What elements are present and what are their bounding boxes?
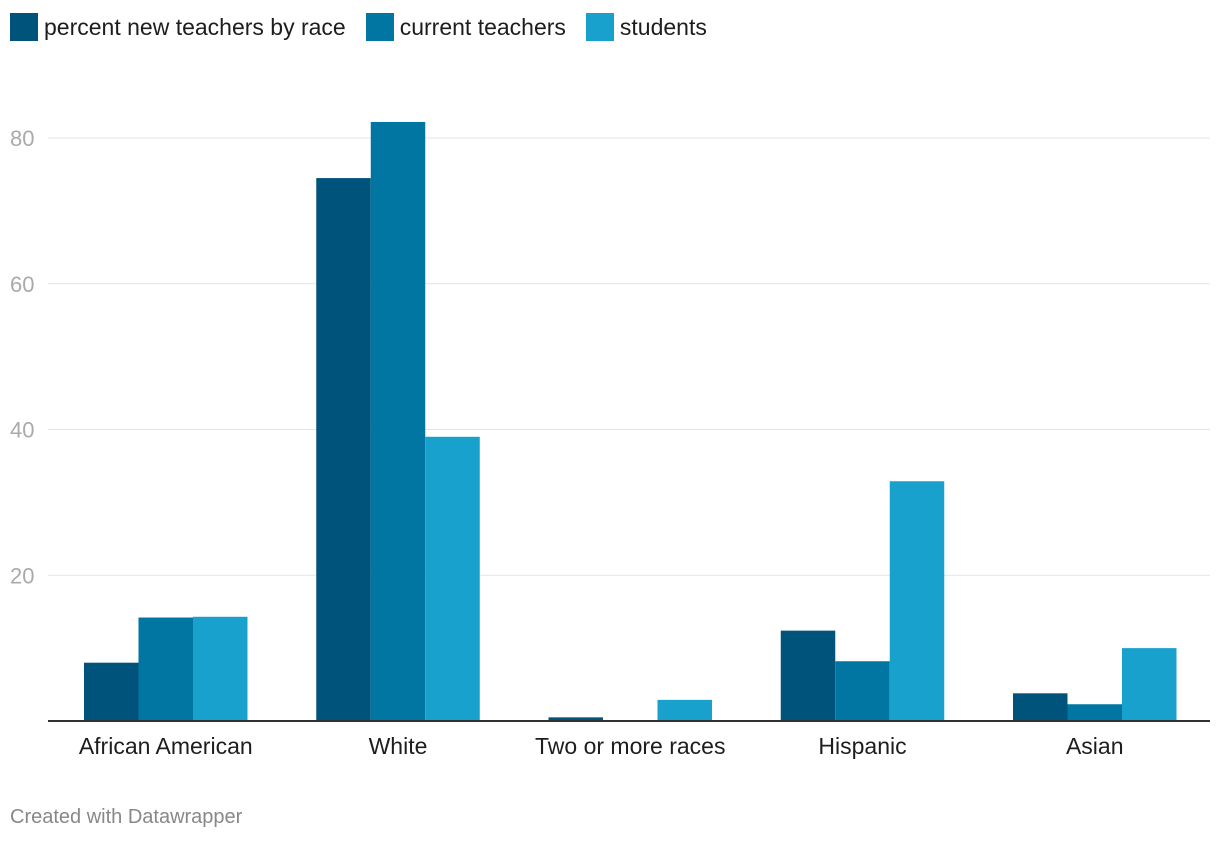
bar-3-1 [835, 661, 890, 721]
y-tick-label-40: 40 [10, 418, 34, 443]
bar-4-1 [1067, 704, 1122, 721]
y-tick-label-60: 60 [10, 272, 34, 297]
bar-2-0 [548, 717, 603, 721]
x-tick-label-2: Two or more races [535, 733, 725, 759]
grid-layer [48, 137, 1210, 576]
legend-swatch-new-teachers [10, 13, 38, 41]
axis-layer: 20 40 60 80 African American White Two or more… [10, 126, 1210, 759]
legend: percent new teachers by race current tea… [10, 11, 727, 43]
bar-0-1 [138, 617, 193, 721]
x-tick-label-0: African American [79, 733, 253, 759]
bar-1-2 [425, 436, 480, 721]
bar-0-0 [84, 662, 139, 721]
legend-label-students: students [619, 13, 707, 40]
legend-label-current-teachers: current teachers [399, 13, 566, 40]
bar-1-1 [370, 121, 426, 721]
bar-3-2 [889, 481, 945, 721]
x-tick-label-3: Hispanic [818, 733, 906, 759]
legend-swatch-current-teachers [365, 13, 394, 41]
bar-4-0 [1013, 693, 1068, 721]
x-tick-label-1: White [369, 733, 428, 759]
bar-3-0 [780, 630, 836, 721]
y-tick-label-20: 20 [10, 563, 34, 588]
bar-0-2 [193, 616, 248, 721]
bar-1-0 [316, 178, 371, 722]
footer-credit: Created with Datawrapper [10, 806, 243, 828]
legend-item-students: students [585, 13, 707, 41]
legend-item-current-teachers: current teachers [365, 13, 566, 41]
legend-swatch-students [585, 13, 614, 41]
x-tick-label-4: Asian [1066, 733, 1124, 759]
legend-label-new-teachers: percent new teachers by race [44, 13, 346, 40]
bar-4-2 [1122, 648, 1177, 721]
y-tick-label-80: 80 [10, 126, 34, 151]
legend-item-new-teachers: percent new teachers by race [10, 13, 346, 41]
bar-2-2 [657, 699, 712, 721]
bar-chart: 20 40 60 80 African American White Two or more… [10, 121, 1210, 759]
bars-layer [84, 121, 1177, 722]
